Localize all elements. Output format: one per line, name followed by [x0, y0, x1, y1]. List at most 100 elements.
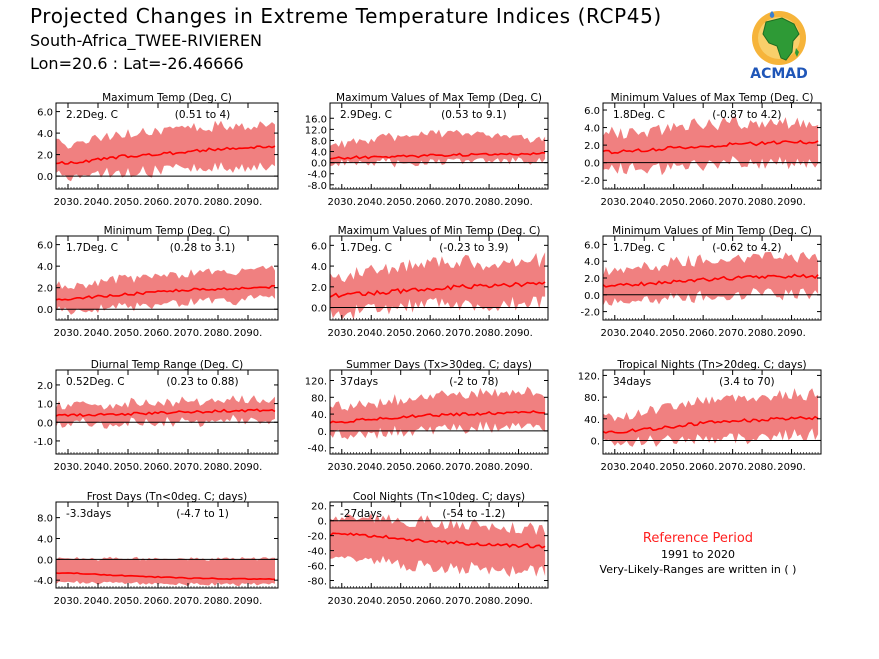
- likely-range-band: [603, 388, 819, 447]
- chart-title: Tropical Nights (Tn>20deg. C; days): [616, 359, 806, 371]
- chart-title: Minimum Values of Min Temp (Deg. C): [612, 225, 812, 237]
- x-tick-label: 2030.: [327, 462, 356, 473]
- x-tick-label: 2060.: [144, 328, 173, 339]
- y-tick-label: 0.: [317, 517, 327, 528]
- x-tick-label: 2060.: [416, 596, 445, 607]
- y-tick-label: 2.0: [584, 141, 600, 152]
- x-tick-label: 2080.: [204, 462, 233, 473]
- y-tick-label: 4.0: [311, 148, 327, 159]
- x-tick-label: 2070.: [445, 462, 474, 473]
- y-tick-label: 120.: [305, 377, 327, 388]
- y-tick-label: 6.0: [37, 241, 53, 252]
- y-tick-label: 80.: [311, 393, 327, 404]
- y-tick-label: 6.0: [311, 241, 327, 252]
- x-tick-label: 2060.: [144, 197, 173, 208]
- x-tick-label: 2040.: [630, 328, 659, 339]
- likely-range-band: [56, 120, 275, 182]
- x-tick-label: 2050.: [386, 328, 415, 339]
- y-tick-label: 0.0: [37, 555, 53, 566]
- likely-range-label: (-0.62 to 4.2): [712, 242, 781, 254]
- chart-title: Summer Days (Tx>30deg. C; days): [346, 359, 532, 371]
- likely-range-label: (-0.87 to 4.2): [712, 109, 781, 121]
- likely-range-label: (-2 to 78): [449, 376, 498, 388]
- x-tick-label: 2090.: [504, 596, 533, 607]
- y-tick-label: 0.0: [584, 291, 600, 302]
- y-tick-label: 12.0: [305, 125, 327, 136]
- x-tick-label: 2040.: [357, 328, 386, 339]
- y-tick-label: -4.0: [33, 576, 53, 587]
- x-tick-label: 2030.: [327, 328, 356, 339]
- y-tick-label: 6.0: [37, 108, 53, 119]
- x-tick-label: 2040.: [357, 197, 386, 208]
- median-change-label: 1.7Deg. C: [340, 242, 392, 254]
- x-tick-label: 2080.: [748, 328, 777, 339]
- y-tick-label: -2.0: [580, 308, 600, 319]
- median-change-label: 2.2Deg. C: [66, 109, 118, 121]
- y-tick-label: 2.0: [37, 284, 53, 295]
- x-tick-label: 2090.: [504, 328, 533, 339]
- range-note: Very-Likely-Ranges are written in ( ): [599, 563, 797, 576]
- x-tick-label: 2050.: [114, 328, 143, 339]
- median-line: [329, 532, 546, 549]
- likely-range-label: (3.4 to 70): [719, 376, 774, 388]
- y-tick-label: 4.0: [584, 124, 600, 135]
- likely-range-band: [330, 252, 546, 320]
- x-tick-label: 2070.: [718, 197, 747, 208]
- x-tick-label: 2070.: [174, 462, 203, 473]
- y-tick-label: 4.0: [37, 534, 53, 545]
- x-tick-label: 2080.: [204, 197, 233, 208]
- y-tick-label: 0.: [317, 427, 327, 438]
- x-tick-label: 2090.: [777, 462, 806, 473]
- likely-range-label: (0.51 to 4): [175, 109, 230, 121]
- x-tick-label: 2090.: [234, 462, 263, 473]
- station-name: South-Africa_TWEE-RIVIEREN: [30, 31, 262, 50]
- likely-range-band: [603, 251, 819, 306]
- y-tick-label: 40.: [311, 410, 327, 421]
- median-line: [329, 151, 546, 160]
- reference-period-years: 1991 to 2020: [660, 548, 736, 561]
- chart-panel: 6.0 4.0 2.0 0.0 2030. 2040. 2050. 2060. 2070. 208…: [37, 92, 279, 208]
- y-tick-label: 0.0: [37, 172, 53, 183]
- x-tick-label: 2060.: [416, 462, 445, 473]
- y-tick-label: 2.0: [37, 151, 53, 162]
- y-tick-label: -40.: [307, 547, 327, 558]
- chart-title: Cool Nights (Tn<10deg. C; days): [353, 491, 525, 503]
- x-tick-label: 2070.: [174, 197, 203, 208]
- chart-panel: 20. 0. -20. -40. -60. -80.2030. 2040. 2050. 2060…: [307, 491, 549, 607]
- likely-range-band: [330, 513, 546, 577]
- y-tick-label: 2.0: [37, 381, 53, 392]
- likely-range-label: (0.23 to 0.88): [166, 376, 238, 388]
- y-tick-label: 0.0: [311, 304, 327, 315]
- x-tick-label: 2070.: [445, 328, 474, 339]
- x-tick-label: 2090.: [234, 328, 263, 339]
- y-tick-label: -1.0: [33, 437, 53, 448]
- page-title: Projected Changes in Extreme Temperature…: [30, 4, 662, 28]
- chart-panel: 6.0 4.0 2.0 0.0 2030. 2040. 2050. 2060. 2070. 208…: [311, 225, 549, 339]
- x-tick-label: 2050.: [386, 197, 415, 208]
- median-change-label: 1.7Deg. C: [613, 242, 665, 254]
- median-line: [55, 572, 276, 581]
- africa-map-icon: [752, 11, 806, 65]
- y-tick-label: -2.0: [580, 176, 600, 187]
- x-tick-label: 2030.: [327, 596, 356, 607]
- likely-range-band: [330, 386, 546, 440]
- median-line: [602, 139, 819, 155]
- y-tick-label: 16.0: [305, 114, 327, 125]
- likely-range-label: (-0.23 to 3.9): [439, 242, 508, 254]
- y-tick-label: -20.: [307, 532, 327, 543]
- x-tick-label: 2040.: [84, 328, 113, 339]
- y-tick-label: 0.0: [584, 159, 600, 170]
- y-tick-label: 0.0: [311, 159, 327, 170]
- x-tick-label: 2090.: [777, 328, 806, 339]
- y-tick-label: -8.0: [307, 181, 327, 192]
- x-tick-label: 2090.: [504, 197, 533, 208]
- x-tick-label: 2090.: [777, 197, 806, 208]
- y-tick-label: 6.0: [584, 106, 600, 117]
- x-tick-label: 2050.: [659, 462, 688, 473]
